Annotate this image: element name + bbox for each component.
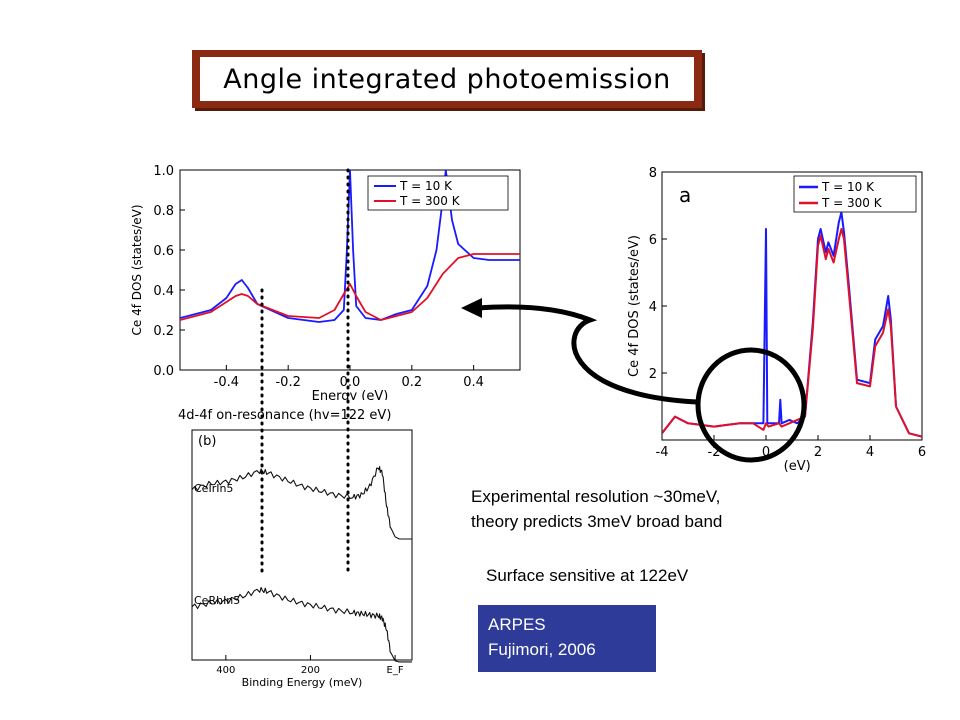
chart-left-bottom: 4d-4f on-resonance (hv=122 eV) (b) CeIrIn5…: [178, 408, 413, 689]
plot-frame: [191, 429, 413, 661]
chart-left-top: 0.0 0.2 0.4 0.6 0.8 1.0 -0.4 -0.2 0.0 0.2 0.4 Energ…: [125, 158, 527, 400]
y-axis-label: Ce 4f DOS (states/eV): [130, 204, 144, 335]
legend-label-t300: T = 300 K: [821, 196, 883, 210]
spectrum-ceirin5: [191, 466, 412, 540]
x-tick-label: 0.0: [340, 375, 361, 390]
resolution-line-2: theory predicts 3meV broad band: [471, 512, 723, 531]
reference-line-2: Fujimori, 2006: [488, 640, 596, 659]
legend-label-t300: T = 300 K: [399, 194, 461, 208]
y-tick-label: 0.6: [153, 244, 174, 259]
resolution-text: Experimental resolution ~30meV, theory p…: [471, 484, 722, 534]
y-tick-label: 0.4: [153, 284, 174, 299]
slide-title: Angle integrated photoemission: [200, 57, 694, 101]
spectrum-cerhin5: [191, 586, 412, 663]
x-tick-label: 4: [866, 445, 874, 460]
y-tick-label: 8: [649, 166, 657, 181]
legend-box: [367, 175, 509, 211]
x-tick-label: -2: [708, 445, 721, 460]
resolution-line-1: Experimental resolution ~30meV,: [471, 487, 721, 506]
title-frame: Angle integrated photoemission: [192, 50, 702, 108]
x-tick-label: -4: [656, 445, 669, 460]
label-cerhin5: CeRhIn5: [194, 594, 240, 607]
surface-text: Surface sensitive at 122eV: [486, 566, 689, 585]
x-axis-label: Energy (eV): [312, 389, 389, 400]
x-axis-label: Binding Energy (meV): [242, 676, 363, 689]
x-tick-label: -0.4: [214, 375, 239, 390]
y-tick-label: 0.0: [153, 364, 174, 379]
x-tick-label: 200: [301, 665, 320, 676]
y-tick-label: 6: [649, 233, 657, 248]
x-tick-label: 6: [918, 445, 926, 460]
y-axis-label: Ce 4f DOS (states/eV): [627, 235, 642, 377]
x-tick-label: -0.2: [275, 375, 300, 390]
label-ceirin5: CeIrIn5: [194, 482, 233, 495]
x-tick-label: 0: [762, 445, 770, 460]
y-tick-label: 4: [649, 300, 657, 315]
x-tick-label: 2: [814, 445, 822, 460]
experiment-label: 4d-4f on-resonance (hv=122 eV): [178, 408, 391, 423]
x-tick-label: 0.4: [463, 375, 484, 390]
y-tick-label: 1.0: [153, 164, 174, 179]
x-tick-label: 0.2: [401, 375, 422, 390]
reference-box: ARPES Fujimori, 2006: [478, 605, 656, 672]
legend-box: [793, 175, 917, 213]
legend-label-t10: T = 10 K: [399, 179, 453, 193]
y-tick-label: 0.8: [153, 204, 174, 219]
y-tick-label: 0.2: [153, 324, 174, 339]
y-tick-label: 2: [649, 367, 657, 382]
series-line-t300: [180, 253, 520, 321]
series-line-t10: [662, 211, 922, 438]
chart-right: 2 4 6 8 -4 -2 0 2 4 6 (eV) Ce 4f DOS (states/eV) a T …: [627, 166, 926, 472]
panel-label: a: [679, 183, 691, 207]
x-tick-label: 400: [216, 665, 235, 676]
x-axis-label: (eV): [784, 459, 811, 472]
series-line-t300: [662, 228, 922, 438]
panel-label: (b): [198, 434, 216, 449]
reference-line-1: ARPES: [488, 615, 546, 634]
x-tick-label: E_F: [387, 665, 404, 676]
legend-label-t10: T = 10 K: [821, 180, 875, 194]
